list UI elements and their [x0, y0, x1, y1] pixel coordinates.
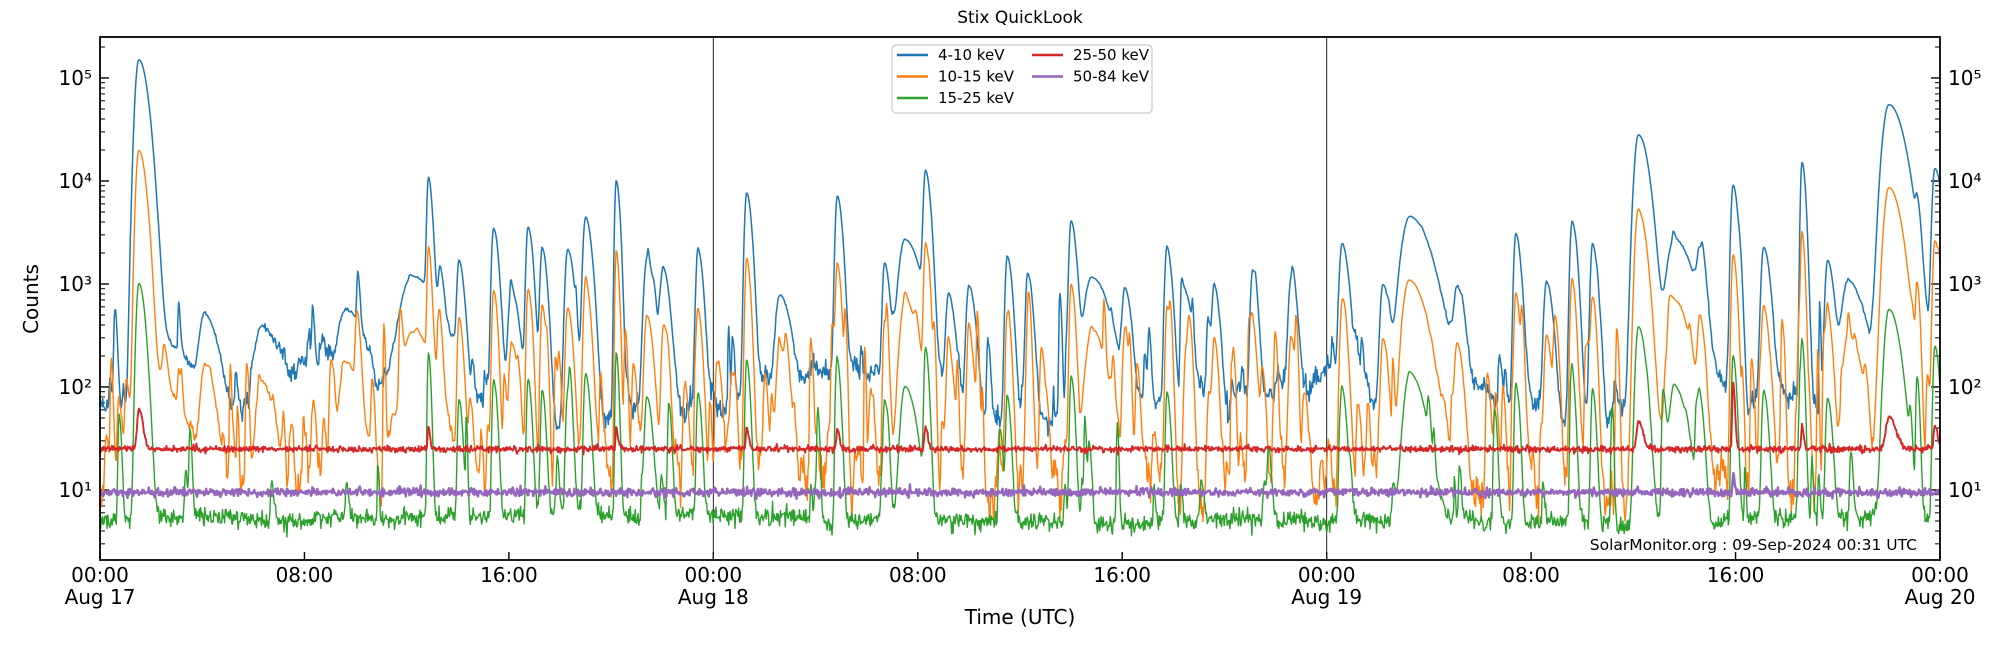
x-axis-title: Time (UTC) — [964, 605, 1076, 629]
x-tick-label: 08:00 — [276, 563, 334, 587]
y-axis-title: Counts — [19, 264, 43, 334]
watermark-text: SolarMonitor.org : 09-Sep-2024 00:31 UTC — [1590, 536, 1917, 554]
legend-label-25-50-kev: 25-50 keV — [1073, 46, 1150, 64]
x-axis: 00:00 08:00 16:00 00:00 08:00 16:00 00:0… — [65, 563, 1976, 609]
x-day-label: Aug 18 — [678, 585, 749, 609]
y-tick-label: 10¹ — [1948, 478, 1981, 502]
x-tick-label: 00:00 — [684, 563, 742, 587]
y-tick-label: 10⁴ — [1948, 169, 1981, 193]
y-tick-label: 10² — [1948, 375, 1981, 399]
y-tick-label: 10⁵ — [59, 66, 92, 90]
x-tick-label: 00:00 — [71, 563, 129, 587]
legend-frame — [891, 44, 1153, 114]
y-axis-right: 10¹ 10² 10³ 10⁴ 10⁵ — [1948, 66, 1981, 502]
x-tick-label: 00:00 — [1911, 563, 1969, 587]
series-line-25-50-kev — [100, 381, 1940, 456]
series-line-15-25-kev — [100, 282, 1940, 538]
y-tick-label: 10³ — [1948, 272, 1981, 296]
x-tick-label: 16:00 — [1707, 563, 1765, 587]
y-tick-label: 10⁴ — [59, 169, 92, 193]
legend-label-50-84-kev: 50-84 keV — [1073, 68, 1150, 86]
series-line-4-10-kev — [100, 59, 1940, 437]
chart-title: Stix QuickLook — [957, 8, 1083, 28]
plot-frame — [99, 36, 1941, 561]
y-tick-label: 10² — [59, 375, 92, 399]
y-tick-label: 10¹ — [59, 478, 92, 502]
series-line-50-84-kev — [100, 471, 1940, 500]
x-tick-label: 08:00 — [889, 563, 947, 587]
x-tick-label: 00:00 — [1298, 563, 1356, 587]
plot-area — [99, 37, 1941, 560]
legend-label-10-15-kev: 10-15 keV — [938, 68, 1015, 86]
legend: 4-10 keV 10-15 keV 15-25 keV 25-50 keV 5… — [891, 44, 1153, 114]
series-lines — [100, 59, 1940, 538]
y-tick-label: 10⁵ — [1948, 66, 1981, 90]
legend-label-4-10-kev: 4-10 keV — [938, 46, 1005, 64]
x-day-label: Aug 19 — [1291, 585, 1362, 609]
x-day-label: Aug 17 — [65, 585, 136, 609]
y-tick-label: 10³ — [59, 272, 92, 296]
series-line-10-15-kev — [100, 149, 1940, 524]
y-axis-left: 10¹ 10² 10³ 10⁴ 10⁵ — [59, 66, 92, 502]
x-tick-label: 16:00 — [480, 563, 538, 587]
legend-label-15-25-kev: 15-25 keV — [938, 89, 1015, 107]
x-tick-label: 16:00 — [1093, 563, 1151, 587]
x-day-label: Aug 20 — [1905, 585, 1976, 609]
x-tick-label: 08:00 — [1502, 563, 1560, 587]
